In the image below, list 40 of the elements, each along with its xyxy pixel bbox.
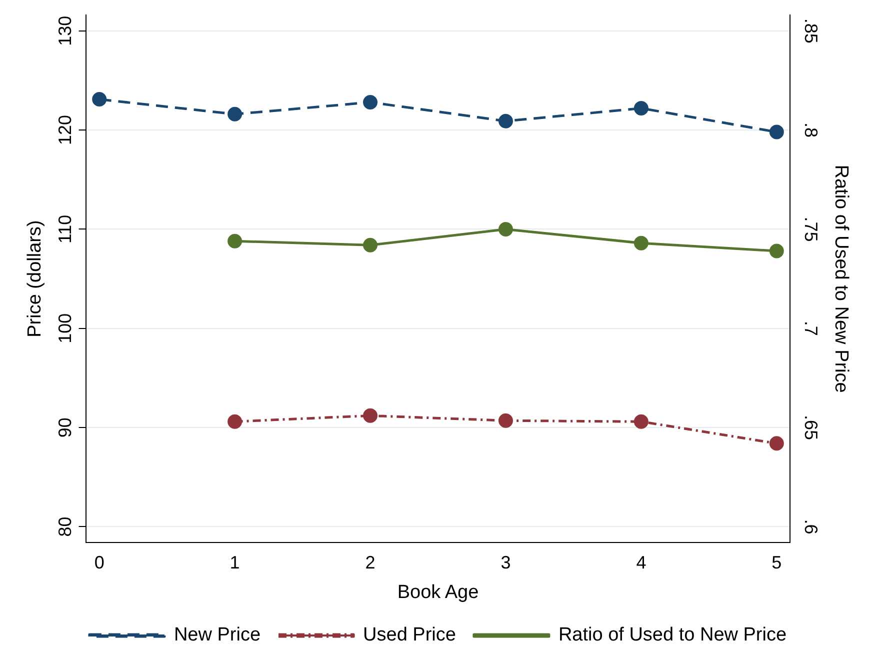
x-tick-label: 3 xyxy=(500,552,511,572)
y2-tick-label: .6 xyxy=(801,519,822,534)
y-tick-label: 120 xyxy=(54,115,75,146)
y-tick-label: 130 xyxy=(54,16,75,46)
x-tick-label: 0 xyxy=(94,552,104,572)
point xyxy=(498,413,513,428)
legend-label: Ratio of Used to New Price xyxy=(558,624,787,646)
point xyxy=(634,414,648,429)
point xyxy=(498,222,513,236)
x-tick-label: 1 xyxy=(230,552,240,572)
point xyxy=(228,414,242,429)
y-tick-label: 90 xyxy=(54,418,75,438)
point xyxy=(228,106,242,122)
x-tick-label: 4 xyxy=(636,552,646,572)
y2-tick-label: .8 xyxy=(801,122,822,138)
point xyxy=(769,244,784,258)
point xyxy=(634,100,648,116)
y2-tick-label: .85 xyxy=(801,18,822,44)
point xyxy=(363,95,378,110)
point xyxy=(498,114,513,128)
y2-axis-title: Ratio of Used to New Price xyxy=(830,164,852,393)
x-axis-title: Book Age xyxy=(397,582,479,603)
point xyxy=(363,408,378,423)
y-axis-title: Price (dollars) xyxy=(24,220,46,338)
y-tick-label: 110 xyxy=(54,214,75,244)
y2-tick-label: .75 xyxy=(801,216,822,242)
x-tick-label: 5 xyxy=(772,552,782,572)
y-tick-label: 100 xyxy=(54,313,75,344)
x-tick-label: 2 xyxy=(365,552,376,572)
point xyxy=(769,124,784,140)
point xyxy=(634,236,648,250)
y-tick-label: 80 xyxy=(54,516,75,537)
y2-tick-label: .7 xyxy=(801,320,822,336)
legend-label: New Price xyxy=(174,624,261,646)
y2-tick-label: .65 xyxy=(801,415,822,440)
legend-label: Used Price xyxy=(363,624,456,646)
point xyxy=(769,436,784,451)
point xyxy=(363,238,378,252)
point xyxy=(228,234,242,248)
point xyxy=(92,92,107,107)
